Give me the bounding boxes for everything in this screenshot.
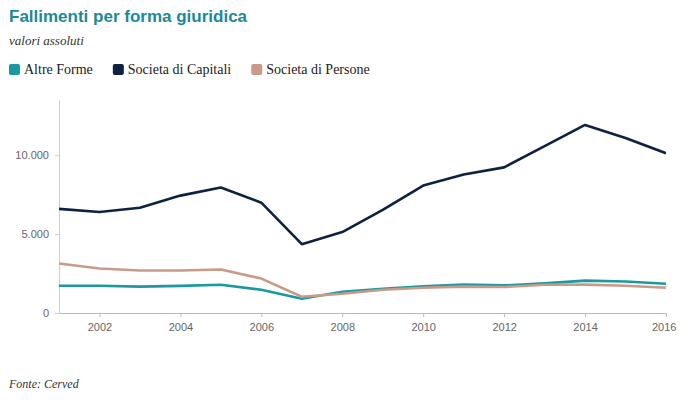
y-tick: 5.000 (21, 228, 59, 240)
x-tick-label: 2012 (492, 321, 516, 333)
y-axis-line (59, 101, 60, 314)
x-tick-mark (666, 313, 667, 317)
x-axis-line (60, 313, 667, 314)
x-tick: 2016 (652, 313, 676, 333)
x-tick-mark (180, 313, 181, 317)
x-tick-mark (585, 313, 586, 317)
x-tick-mark (342, 313, 343, 317)
series-line (59, 125, 666, 244)
lines (59, 125, 666, 299)
y-tick: 0 (43, 307, 59, 319)
subtitle: valori assoluti (9, 33, 84, 48)
y-tick-label: 5.000 (21, 228, 49, 240)
x-tick-label: 2002 (88, 321, 112, 333)
x-tick-mark (504, 313, 505, 317)
x-tick-mark (99, 313, 100, 317)
plot: 0 5.000 10.000 2002 2004 2006 2008 2010 2012 2014… (15, 101, 676, 333)
legend-swatch (9, 64, 20, 75)
x-tick-label: 2016 (652, 321, 676, 333)
x-tick: 2004 (169, 313, 193, 333)
source: Fonte: Cerved (8, 377, 80, 391)
legend: Altre Forme Societa di Capitali Societa di… (9, 62, 370, 77)
x-axis: 2002 2004 2006 2008 2010 2012 2014 2016 (60, 313, 677, 333)
x-tick: 2008 (331, 313, 355, 333)
legend-label: Societa di Persone (266, 62, 369, 77)
x-tick: 2010 (411, 313, 435, 333)
y-axis: 0 5.000 10.000 (15, 101, 59, 320)
y-tick-label: 0 (43, 307, 49, 319)
legend-swatch (113, 64, 124, 75)
legend-item: Societa di Persone (251, 62, 369, 77)
x-tick-label: 2006 (250, 321, 274, 333)
legend-item: Societa di Capitali (113, 62, 232, 77)
chart: Fallimenti per forma giuridica valori ass… (0, 0, 684, 401)
x-tick: 2006 (250, 313, 274, 333)
y-tick-mark (55, 234, 59, 235)
legend-swatch (251, 64, 262, 75)
y-tick-label: 10.000 (15, 149, 49, 161)
legend-label: Societa di Capitali (128, 62, 232, 77)
series-line (59, 263, 666, 296)
x-tick: 2012 (492, 313, 516, 333)
title: Fallimenti per forma giuridica (9, 7, 248, 26)
x-tick-mark (423, 313, 424, 317)
legend-label: Altre Forme (24, 62, 93, 77)
y-tick-mark (55, 313, 59, 314)
x-tick: 2014 (573, 313, 597, 333)
x-tick: 2002 (88, 313, 112, 333)
x-tick-label: 2004 (169, 321, 193, 333)
legend-item: Altre Forme (9, 62, 93, 77)
x-tick-mark (261, 313, 262, 317)
x-tick-label: 2014 (573, 321, 597, 333)
x-tick-label: 2008 (331, 321, 355, 333)
y-tick-mark (55, 155, 59, 156)
x-tick-label: 2010 (411, 321, 435, 333)
y-tick: 10.000 (15, 149, 59, 161)
